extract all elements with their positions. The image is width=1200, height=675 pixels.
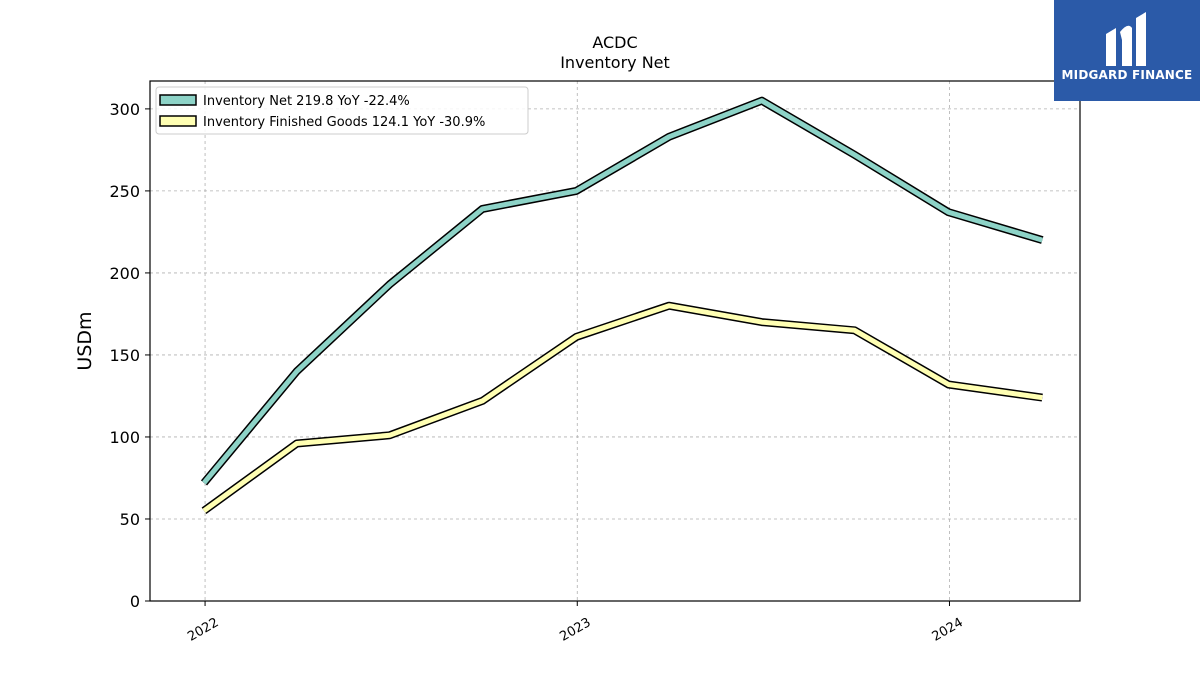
data-point	[759, 320, 764, 325]
y-axis-label: USDm	[74, 311, 96, 370]
chart-subtitle: Inventory Net	[560, 53, 670, 72]
data-point	[574, 334, 579, 339]
legend-label: Inventory Net 219.8 YoY -22.4%	[203, 94, 410, 109]
chart-title: ACDC	[592, 33, 637, 52]
x-tick-label: 2022	[185, 615, 221, 645]
legend-swatch	[159, 115, 197, 127]
data-point	[946, 382, 951, 387]
series-line-inventory-finished-goods	[202, 303, 1043, 513]
data-point	[574, 188, 579, 193]
series-line-inventory-net	[202, 98, 1044, 485]
legend-box	[155, 86, 529, 135]
data-point	[387, 433, 392, 438]
y-tick-label: 250	[109, 182, 140, 201]
y-tick-label: 100	[109, 428, 140, 447]
x-tick-label: 2024	[930, 615, 966, 645]
data-point	[202, 480, 207, 485]
x-tick-label: 2023	[557, 615, 593, 645]
y-tick-label: 150	[109, 346, 140, 365]
data-point	[1040, 395, 1045, 400]
y-tick-label: 300	[109, 100, 140, 119]
data-point	[480, 398, 485, 403]
series-line-outline	[200, 96, 1044, 486]
data-point	[852, 152, 857, 157]
data-point	[387, 282, 392, 287]
plot-frame	[149, 80, 1081, 602]
y-tick-label: 50	[120, 510, 140, 529]
data-point	[667, 134, 672, 139]
legend-label: Inventory Finished Goods 124.1 YoY -30.9…	[203, 115, 485, 130]
data-point	[480, 206, 485, 211]
legend: Inventory Net 219.8 YoY -22.4% Inventory …	[155, 86, 529, 135]
data-point	[667, 303, 672, 308]
data-point	[294, 369, 299, 374]
axes: 0 50 100 150 200 250 300 2022 2023 2024	[109, 100, 965, 645]
brand-logo: MIDGARD FINANCE	[1054, 0, 1200, 101]
data-point	[1040, 238, 1045, 243]
series-lines	[200, 96, 1045, 515]
data-point	[852, 328, 857, 333]
y-tick-label: 0	[130, 592, 140, 611]
grid-lines	[150, 81, 1080, 602]
data-point	[202, 508, 207, 513]
data-point	[294, 441, 299, 446]
legend-swatch	[159, 94, 197, 106]
brand-logo-text: MIDGARD FINANCE	[1061, 68, 1193, 82]
y-tick-label: 200	[109, 264, 140, 283]
data-point	[759, 98, 764, 103]
data-point	[946, 210, 951, 215]
midgard-logo-icon	[1106, 12, 1146, 66]
